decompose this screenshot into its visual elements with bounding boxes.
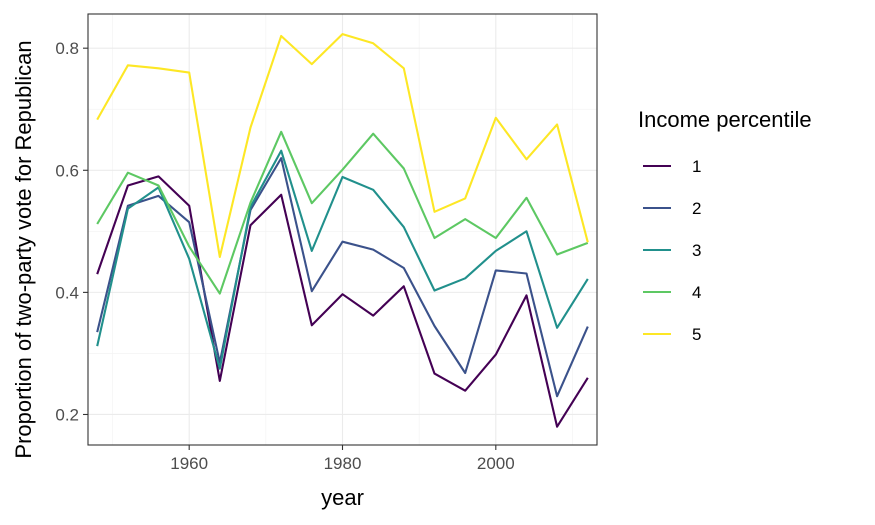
y-tick-label: 0.4 xyxy=(55,283,79,302)
x-tick-label: 1980 xyxy=(324,454,362,473)
series-line-5 xyxy=(96,33,589,259)
x-tick-label: 1960 xyxy=(170,454,208,473)
series-lines xyxy=(96,33,589,428)
series-line-1 xyxy=(96,175,589,428)
y-tick-label: 0.8 xyxy=(55,39,79,58)
series-line-4 xyxy=(96,130,589,295)
gridlines xyxy=(88,14,597,445)
y-tick-label: 0.2 xyxy=(55,405,79,424)
legend-label-4: 4 xyxy=(692,283,701,302)
legend-title: Income percentile xyxy=(638,107,812,132)
y-axis-title: Proportion of two-party vote for Republi… xyxy=(11,40,36,458)
x-tick-label: 2000 xyxy=(477,454,515,473)
series-line-3 xyxy=(96,149,589,370)
legend: Income percentile 1 2 3 4 5 xyxy=(638,107,812,344)
series-line-2 xyxy=(96,157,589,398)
y-tick-label: 0.6 xyxy=(55,161,79,180)
legend-label-1: 1 xyxy=(692,157,701,176)
legend-label-5: 5 xyxy=(692,325,701,344)
legend-label-3: 3 xyxy=(692,241,701,260)
plot-panel xyxy=(87,13,598,446)
legend-label-2: 2 xyxy=(692,199,701,218)
x-axis-title: year xyxy=(321,485,364,510)
y-axis: 0.2 0.4 0.6 0.8 xyxy=(55,39,88,424)
x-axis: 1960 1980 2000 xyxy=(170,445,515,473)
